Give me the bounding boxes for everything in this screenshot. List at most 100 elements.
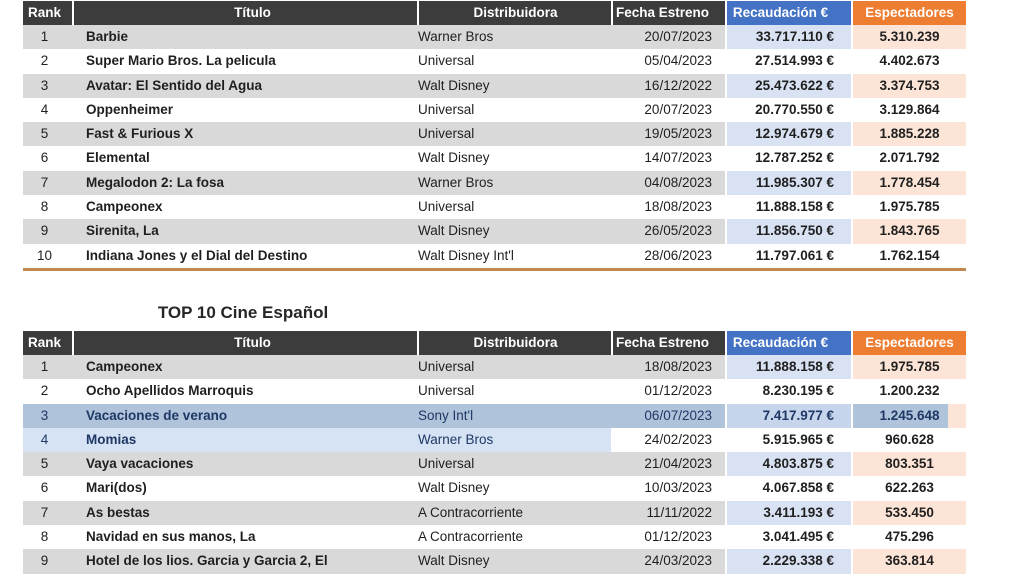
cell-titulo: Fast & Furious X <box>72 122 417 147</box>
cell-titulo: Vacaciones de verano <box>72 403 417 428</box>
cell-titulo: Super Mario Bros. La pelicula <box>72 49 417 74</box>
cell-distribuidora: Walt Disney Int'l <box>417 243 611 268</box>
header-cell-espectadores: Espectadores <box>851 1 966 25</box>
cell-rank: 8 <box>23 195 72 220</box>
table-row: 4 Oppenheimer Universal 20/07/2023 20.77… <box>23 97 966 123</box>
cell-fecha-estreno: 28/06/2023 <box>611 243 725 268</box>
top10-spanish-table: Rank Título Distribuidora Fecha Estreno … <box>23 331 966 574</box>
cell-distribuidora: Walt Disney <box>417 219 611 244</box>
cell-recaudacion: 5.915.965 € <box>725 427 851 453</box>
table-row: 7 As bestas A Contracorriente 11/11/2022… <box>23 500 966 526</box>
cell-titulo: Elemental <box>72 146 417 171</box>
table-row: 9 Hotel de los lios. Garcia y Garcia 2, … <box>23 549 966 574</box>
cell-recaudacion: 4.803.875 € <box>725 452 851 477</box>
cell-recaudacion: 2.229.338 € <box>725 549 851 574</box>
table-row: 10 Indiana Jones y el Dial del Destino W… <box>23 243 966 268</box>
cell-fecha-estreno: 11/11/2022 <box>611 500 725 526</box>
cell-rank: 1 <box>23 25 72 50</box>
cell-distribuidora: Universal <box>417 97 611 123</box>
table-row: 2 Super Mario Bros. La pelicula Universa… <box>23 49 966 74</box>
cell-fecha-estreno: 18/08/2023 <box>611 195 725 220</box>
cell-rank: 9 <box>23 219 72 244</box>
cell-recaudacion: 3.041.495 € <box>725 525 851 550</box>
cell-rank: 6 <box>23 476 72 501</box>
cell-recaudacion: 33.717.110 € <box>725 25 851 50</box>
cell-espectadores: 1.200.232 <box>851 379 966 404</box>
cell-fecha-estreno: 24/02/2023 <box>611 427 725 453</box>
cell-espectadores: 3.374.753 <box>851 73 966 98</box>
cell-titulo: Hotel de los lios. Garcia y Garcia 2, El <box>72 549 417 574</box>
cell-recaudacion: 12.974.679 € <box>725 122 851 147</box>
table-row: 6 Mari(dos) Walt Disney 10/03/2023 4.067… <box>23 476 966 501</box>
table-row: 1 Campeonex Universal 18/08/2023 11.888.… <box>23 355 966 380</box>
table-row: 3 Vacaciones de verano Sony Int'l 06/07/… <box>23 403 966 428</box>
cell-recaudacion: 11.797.061 € <box>725 243 851 268</box>
cell-espectadores: 1.778.454 <box>851 170 966 196</box>
cell-espectadores: 1.975.785 <box>851 195 966 220</box>
cell-espectadores: 475.296 <box>851 525 966 550</box>
cell-fecha-estreno: 19/05/2023 <box>611 122 725 147</box>
table-header-row: Rank Título Distribuidora Fecha Estreno … <box>23 331 966 355</box>
cell-distribuidora: Walt Disney <box>417 549 611 574</box>
cell-distribuidora: Universal <box>417 49 611 74</box>
cell-distribuidora: Universal <box>417 379 611 404</box>
cell-fecha-estreno: 01/12/2023 <box>611 379 725 404</box>
cell-fecha-estreno: 16/12/2022 <box>611 73 725 98</box>
cell-rank: 3 <box>23 73 72 98</box>
cell-rank: 9 <box>23 549 72 574</box>
cell-titulo: Avatar: El Sentido del Agua <box>72 73 417 98</box>
cell-rank: 7 <box>23 170 72 196</box>
cell-recaudacion: 11.985.307 € <box>725 170 851 196</box>
header-cell-distribuidora: Distribuidora <box>417 331 611 355</box>
cell-fecha-estreno: 14/07/2023 <box>611 146 725 171</box>
cell-titulo: Indiana Jones y el Dial del Destino <box>72 243 417 268</box>
table-row: 5 Vaya vacaciones Universal 21/04/2023 4… <box>23 452 966 477</box>
header-cell-espectadores: Espectadores <box>851 331 966 355</box>
header-cell-fecha-estreno: Fecha Estreno <box>611 331 725 355</box>
cell-distribuidora: Warner Bros <box>417 25 611 50</box>
cell-fecha-estreno: 04/08/2023 <box>611 170 725 196</box>
cell-distribuidora: Walt Disney <box>417 146 611 171</box>
header-cell-titulo: Título <box>72 331 417 355</box>
cell-fecha-estreno: 05/04/2023 <box>611 49 725 74</box>
table-row: 5 Fast & Furious X Universal 19/05/2023 … <box>23 122 966 147</box>
cell-rank: 4 <box>23 427 72 453</box>
table-row: 2 Ocho Apellidos Marroquis Universal 01/… <box>23 379 966 404</box>
cell-recaudacion: 11.856.750 € <box>725 219 851 244</box>
cell-fecha-estreno: 06/07/2023 <box>611 403 725 428</box>
table-header-row: Rank Título Distribuidora Fecha Estreno … <box>23 1 966 25</box>
cell-rank: 1 <box>23 355 72 380</box>
cell-titulo: Barbie <box>72 25 417 50</box>
table-row: 7 Megalodon 2: La fosa Warner Bros 04/08… <box>23 170 966 196</box>
cell-distribuidora: Warner Bros <box>417 170 611 196</box>
cell-rank: 2 <box>23 49 72 74</box>
table-bottom-border <box>23 267 966 271</box>
table-row: 9 Sirenita, La Walt Disney 26/05/2023 11… <box>23 219 966 244</box>
header-cell-recaudacion: Recaudación € <box>725 331 851 355</box>
cell-rank: 5 <box>23 122 72 147</box>
cell-espectadores: 1.843.765 <box>851 219 966 244</box>
table-row: 8 Navidad en sus manos, La A Contracorri… <box>23 525 966 550</box>
cell-titulo: Vaya vacaciones <box>72 452 417 477</box>
cell-recaudacion: 4.067.858 € <box>725 476 851 501</box>
cell-titulo: Mari(dos) <box>72 476 417 501</box>
cell-espectadores: 4.402.673 <box>851 49 966 74</box>
cell-rank: 5 <box>23 452 72 477</box>
cell-rank: 7 <box>23 500 72 526</box>
header-cell-titulo: Título <box>72 1 417 25</box>
cell-recaudacion: 20.770.550 € <box>725 97 851 123</box>
cell-distribuidora: Walt Disney <box>417 73 611 98</box>
cell-espectadores: 1.975.785 <box>851 355 966 380</box>
cell-titulo: Sirenita, La <box>72 219 417 244</box>
cell-titulo: Megalodon 2: La fosa <box>72 170 417 196</box>
cell-recaudacion: 25.473.622 € <box>725 73 851 98</box>
cell-rank: 8 <box>23 525 72 550</box>
cell-fecha-estreno: 18/08/2023 <box>611 355 725 380</box>
header-cell-fecha-estreno: Fecha Estreno <box>611 1 725 25</box>
spanish-table-title: TOP 10 Cine Español <box>157 303 329 322</box>
cell-espectadores: 5.310.239 <box>851 25 966 50</box>
cell-rank: 3 <box>23 403 72 428</box>
cell-espectadores: 1.885.228 <box>851 122 966 147</box>
cell-distribuidora: Universal <box>417 122 611 147</box>
